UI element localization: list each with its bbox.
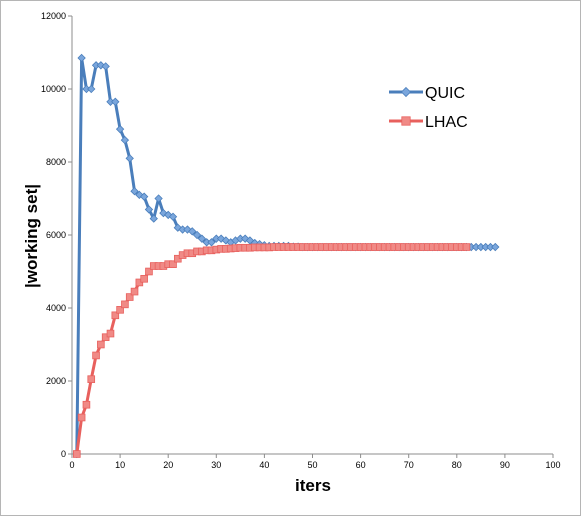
data-point-quic xyxy=(125,154,134,163)
x-tick-label: 50 xyxy=(307,460,317,470)
data-point-lhac xyxy=(125,293,134,301)
x-tick-label: 70 xyxy=(404,460,414,470)
y-tick-label: 10000 xyxy=(41,84,66,94)
x-tick-label: 40 xyxy=(259,460,269,470)
y-tick-label: 2000 xyxy=(46,376,66,386)
series-lhac xyxy=(73,243,471,458)
data-point-lhac xyxy=(87,375,96,383)
data-point-lhac xyxy=(462,243,471,251)
x-tick-label: 90 xyxy=(500,460,510,470)
data-point-quic xyxy=(120,135,130,145)
y-tick-label: 4000 xyxy=(46,303,66,313)
data-point-quic xyxy=(111,97,120,106)
x-axis-title: iters xyxy=(295,476,331,495)
data-point-lhac xyxy=(169,260,177,268)
legend-marker-quic xyxy=(400,86,412,98)
data-point-quic xyxy=(115,124,125,134)
data-point-lhac xyxy=(145,267,153,276)
x-tick-label: 20 xyxy=(163,460,173,470)
data-point-lhac xyxy=(77,413,86,422)
data-point-lhac xyxy=(121,300,129,309)
y-tick-label: 8000 xyxy=(46,157,66,167)
data-point-quic xyxy=(77,53,86,63)
data-point-quic xyxy=(192,230,202,240)
x-tick-label: 100 xyxy=(545,460,560,470)
y-tick-label: 0 xyxy=(61,449,66,459)
data-point-quic xyxy=(154,194,163,203)
y-axis-title: |working set| xyxy=(22,184,41,288)
data-point-quic xyxy=(87,84,96,94)
data-point-quic xyxy=(130,187,139,196)
legend-marker-lhac xyxy=(401,116,411,126)
data-point-lhac xyxy=(140,274,148,283)
legend: QUIC LHAC xyxy=(389,85,468,131)
series-layer xyxy=(72,53,500,459)
x-tick-label: 0 xyxy=(69,460,74,470)
series-line-lhac xyxy=(75,245,467,455)
data-point-quic xyxy=(168,212,178,221)
data-point-quic xyxy=(491,242,500,252)
data-point-lhac xyxy=(82,400,91,409)
data-point-quic xyxy=(149,214,158,223)
data-point-quic xyxy=(139,192,149,201)
x-tick-label: 80 xyxy=(452,460,462,470)
x-tick-label: 30 xyxy=(211,460,221,470)
x-tick-label: 10 xyxy=(115,460,125,470)
data-point-lhac xyxy=(97,340,105,349)
y-tick-label: 6000 xyxy=(46,230,66,240)
axes: 0 2000 4000 6000 8000 10000 12000 0 10 20 30 40 50 60… xyxy=(41,11,561,470)
data-point-lhac xyxy=(92,351,100,360)
data-point-lhac xyxy=(116,306,124,314)
legend-label-quic: QUIC xyxy=(425,85,465,102)
legend-label-lhac: LHAC xyxy=(425,114,468,131)
x-tick-label: 60 xyxy=(356,460,366,470)
data-point-lhac xyxy=(130,287,139,296)
data-point-lhac xyxy=(111,311,120,320)
data-point-quic xyxy=(197,234,207,243)
data-point-quic xyxy=(207,238,216,247)
y-tick-label: 12000 xyxy=(41,11,66,21)
data-point-lhac xyxy=(73,450,81,458)
data-point-lhac xyxy=(106,329,115,338)
data-point-quic xyxy=(188,227,197,236)
data-point-quic xyxy=(101,62,110,71)
data-point-quic xyxy=(144,205,154,214)
